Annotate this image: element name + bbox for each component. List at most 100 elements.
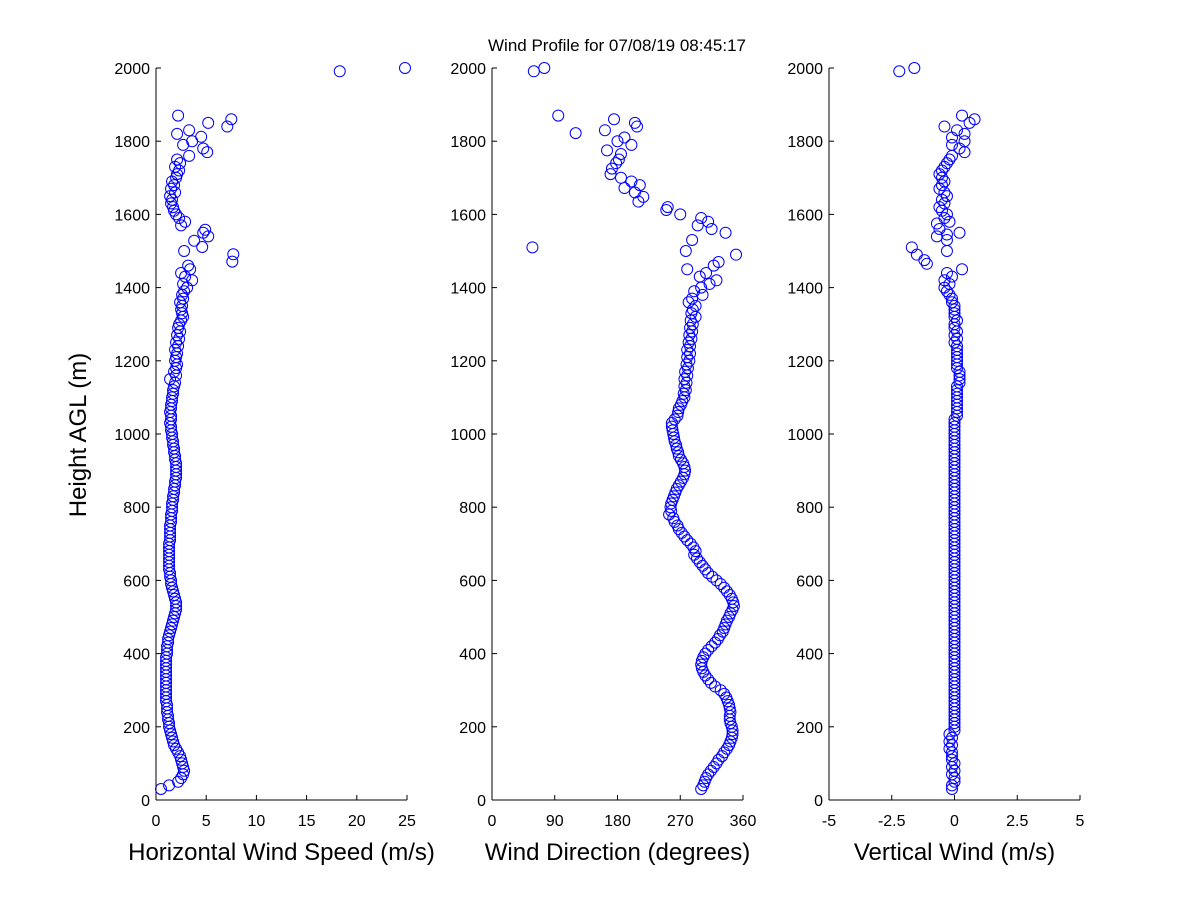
data-point [202, 230, 215, 243]
data-point [681, 369, 694, 382]
x-axis-label: Vertical Wind (m/s) [854, 839, 1055, 866]
x-tick-label: -2.5 [878, 813, 906, 830]
y-tick-label: 1200 [450, 354, 486, 371]
data-point [945, 292, 958, 305]
y-tick-label: 2000 [787, 61, 823, 78]
data-point [893, 65, 906, 78]
data-point [930, 217, 943, 230]
y-tick-label: 1200 [787, 354, 823, 371]
data-point [943, 735, 956, 748]
data-point [951, 354, 964, 367]
data-point [948, 303, 961, 316]
data-point [398, 62, 411, 74]
data-point [178, 245, 191, 257]
y-tick-label: 600 [796, 573, 823, 590]
y-tick-label: 800 [459, 500, 486, 517]
data-point [678, 530, 691, 543]
data-point [951, 409, 964, 422]
data-point [948, 772, 961, 785]
data-point [945, 783, 958, 796]
data-point [170, 208, 183, 221]
data-point [696, 288, 709, 301]
data-point [174, 325, 187, 338]
data-point [706, 570, 719, 583]
data-point [948, 329, 961, 342]
data-point [945, 296, 958, 309]
y-tick-label: 0 [141, 793, 150, 810]
data-point [704, 676, 717, 689]
data-point [948, 336, 961, 349]
data-point [333, 65, 346, 78]
y-tick-label: 0 [477, 793, 486, 810]
data-point [183, 124, 196, 137]
data-point [681, 534, 694, 547]
data-point [908, 62, 921, 74]
data-point [945, 131, 958, 144]
data-point [945, 746, 958, 759]
y-tick-label: 800 [796, 500, 823, 517]
data-point [672, 406, 685, 419]
data-point [951, 358, 964, 371]
x-axis-label: Horizontal Wind Speed (m/s) [128, 839, 435, 866]
data-point [605, 162, 618, 175]
data-point [948, 775, 961, 788]
data-point [183, 149, 196, 162]
data-point [945, 731, 958, 744]
x-tick-label: 15 [298, 813, 316, 830]
data-point [664, 501, 677, 514]
data-point [179, 215, 192, 228]
data-point [618, 131, 631, 144]
data-point [953, 373, 966, 386]
data-point [938, 120, 951, 133]
y-tick-label: 1800 [450, 134, 486, 151]
data-point [155, 783, 168, 796]
y-axis-label: Height AGL (m) [65, 353, 92, 518]
data-point [726, 728, 739, 741]
data-point [625, 138, 638, 151]
data-point [956, 109, 969, 122]
data-point [953, 369, 966, 382]
data-point [681, 362, 694, 375]
data-point [727, 596, 740, 609]
y-tick-label: 1000 [787, 427, 823, 444]
y-tick-label: 600 [459, 573, 486, 590]
data-point [705, 223, 718, 236]
data-point [667, 431, 680, 444]
data-point [172, 109, 185, 122]
data-point [695, 658, 708, 671]
data-point [199, 223, 212, 236]
x-tick-label: 0 [950, 813, 959, 830]
data-point [527, 65, 540, 78]
x-tick-label: 0 [152, 813, 161, 830]
data-point [608, 113, 621, 126]
data-point [702, 673, 715, 686]
data-point [945, 761, 958, 774]
data-point [691, 219, 704, 232]
x-tick-label: 360 [730, 813, 757, 830]
y-tick-label: 1800 [114, 134, 150, 151]
data-point [940, 208, 953, 221]
y-tick-label: 1000 [114, 427, 150, 444]
data-point [710, 274, 723, 287]
data-point [702, 567, 715, 580]
data-point [943, 215, 956, 228]
data-point [920, 257, 933, 270]
data-point [674, 208, 687, 221]
x-axis-label: Wind Direction (degrees) [485, 839, 750, 866]
data-point [667, 428, 680, 440]
x-tick-label: 2.5 [1006, 813, 1028, 830]
data-point [945, 779, 958, 792]
data-point [677, 387, 690, 400]
data-point [699, 563, 712, 576]
data-point [935, 164, 948, 177]
data-point [953, 376, 966, 389]
data-point [945, 270, 958, 283]
data-point [226, 255, 239, 268]
data-point [618, 182, 631, 195]
figure-title: Wind Profile for 07/08/19 08:45:17 [488, 36, 746, 55]
data-point [175, 219, 188, 232]
data-point [197, 142, 210, 155]
data-point [637, 190, 650, 203]
data-point [188, 234, 201, 247]
